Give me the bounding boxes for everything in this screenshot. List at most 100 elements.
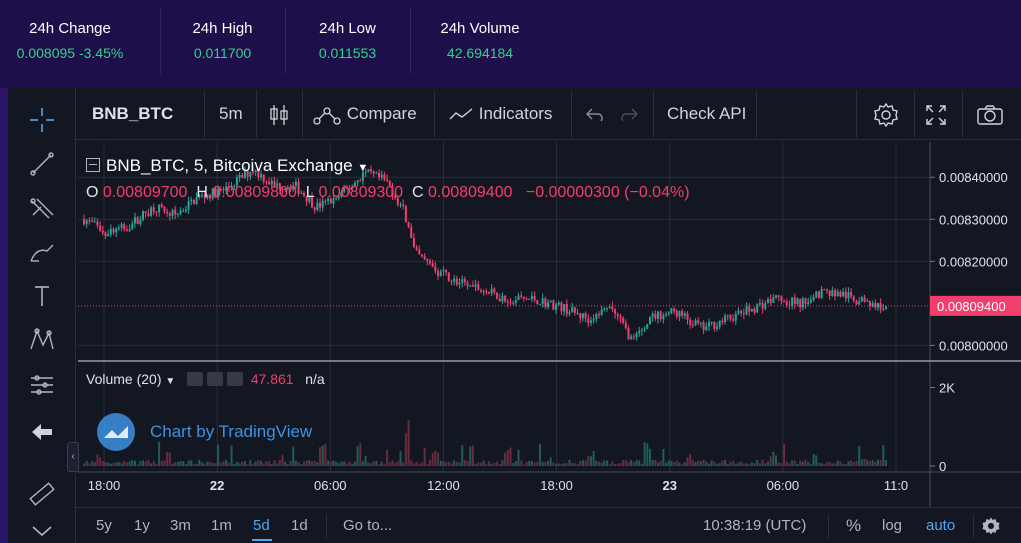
- ruler-tool[interactable]: [22, 476, 62, 512]
- candle-body: [412, 238, 415, 248]
- volume-bar: [249, 460, 252, 466]
- crosshair-tool[interactable]: [22, 102, 62, 138]
- text-tool[interactable]: [22, 278, 62, 314]
- candle-body: [718, 320, 721, 327]
- candle-body: [702, 322, 705, 331]
- indicators-label: Indicators: [478, 104, 553, 123]
- symbol-button[interactable]: BNB_BTC: [92, 104, 174, 123]
- goto-button[interactable]: Go to...: [343, 517, 393, 534]
- close-icon[interactable]: [226, 372, 243, 386]
- fib-tool[interactable]: [22, 190, 62, 226]
- eye-icon[interactable]: [187, 372, 204, 386]
- log-scale-button[interactable]: log: [882, 517, 903, 534]
- candle-body: [528, 298, 531, 300]
- chevron-down-icon[interactable]: ▼: [357, 162, 369, 174]
- candle-body: [96, 221, 99, 226]
- volume-bar: [737, 462, 740, 466]
- candle-body: [469, 285, 472, 287]
- range-1d[interactable]: 1d: [291, 517, 308, 534]
- volume-study-name[interactable]: Volume (20): [86, 371, 162, 387]
- fullscreen-button[interactable]: [924, 88, 948, 140]
- volume-bar: [85, 460, 88, 466]
- check-api-button[interactable]: Check API: [667, 104, 747, 123]
- pattern-tool[interactable]: [22, 322, 62, 358]
- candle-body: [174, 209, 177, 215]
- gear-icon[interactable]: [207, 372, 224, 386]
- chart-type-button[interactable]: [268, 88, 290, 140]
- volume-bar: [431, 452, 434, 466]
- candle-body: [99, 225, 102, 231]
- undo-button[interactable]: [584, 88, 606, 140]
- chart-settings-button[interactable]: [981, 508, 1001, 543]
- candle-body: [885, 306, 887, 309]
- chevron-down-icon[interactable]: ▼: [165, 376, 176, 387]
- candle-body: [844, 291, 847, 299]
- volume-bar: [251, 463, 254, 466]
- volume-bar: [699, 461, 702, 466]
- clock[interactable]: 10:38:19 (UTC): [703, 517, 807, 534]
- candle-body: [386, 179, 389, 181]
- tradingview-watermark[interactable]: Chart by TradingView: [96, 412, 356, 452]
- zoom-tool[interactable]: [22, 514, 62, 543]
- measure-tool[interactable]: [22, 366, 62, 402]
- percent-scale-button[interactable]: %: [846, 516, 862, 535]
- volume-bar: [488, 461, 491, 466]
- collapse-legend-icon[interactable]: [86, 158, 100, 172]
- candle-body: [724, 315, 727, 323]
- range-1m[interactable]: 1m: [211, 517, 232, 534]
- indicators-button[interactable]: Indicators: [448, 88, 552, 140]
- range-1y[interactable]: 1y: [134, 517, 150, 534]
- candle-body: [423, 256, 426, 260]
- volume-bar: [168, 452, 171, 466]
- candle-body: [445, 270, 448, 273]
- volume-bar: [418, 463, 421, 466]
- volume-bar: [783, 443, 786, 466]
- fibonacci-icon: [30, 198, 54, 219]
- settings-button[interactable]: [873, 88, 899, 140]
- auto-scale-button[interactable]: auto: [926, 517, 956, 534]
- candle-body: [235, 177, 238, 186]
- volume-bar: [675, 460, 678, 466]
- chart-canvas[interactable]: 0.00840000 0.00830000 0.00820000 0.00800000…: [78, 142, 1021, 507]
- candle-body: [158, 204, 161, 213]
- candle-body: [493, 288, 496, 293]
- candle-body: [152, 207, 155, 212]
- candle-body: [868, 300, 871, 307]
- volume-bar: [796, 463, 799, 466]
- candle-body: [206, 194, 209, 199]
- compare-button[interactable]: Compare: [312, 88, 417, 140]
- brush-tool[interactable]: [22, 234, 62, 270]
- candle-body: [201, 194, 204, 196]
- volume-bar: [662, 449, 665, 466]
- collapse-toolbar-handle[interactable]: ‹: [67, 442, 79, 472]
- time-tick-label: 11:0: [884, 478, 908, 493]
- volume-bar: [638, 460, 641, 466]
- candle-body: [407, 222, 410, 227]
- volume-bar: [788, 463, 791, 466]
- redo-button[interactable]: [618, 88, 640, 140]
- volume-bar: [549, 457, 552, 466]
- candle-body: [635, 333, 638, 338]
- candle-body: [246, 170, 249, 177]
- volume-bar: [815, 455, 818, 466]
- range-3m[interactable]: 3m: [170, 517, 191, 534]
- time-tick-label: 23: [662, 478, 676, 493]
- candle-body: [823, 289, 826, 291]
- remove-drawings-tool[interactable]: [22, 414, 62, 450]
- candle-body: [581, 313, 584, 319]
- range-5y[interactable]: 5y: [96, 517, 112, 534]
- volume-bar: [150, 463, 153, 466]
- range-5d[interactable]: 5d: [253, 517, 270, 534]
- trend-line-tool[interactable]: [22, 146, 62, 182]
- candle-body: [533, 296, 536, 301]
- candle-body: [375, 172, 378, 174]
- screenshot-button[interactable]: [976, 88, 1004, 140]
- candle-body: [364, 171, 367, 173]
- volume-bar: [198, 459, 201, 466]
- interval-button[interactable]: 5m: [219, 104, 243, 123]
- candle-body: [648, 317, 651, 325]
- volume-bar: [386, 449, 389, 466]
- volume-bar: [514, 461, 517, 466]
- volume-bar: [858, 446, 861, 466]
- price-chart[interactable]: 0.00840000 0.00830000 0.00820000 0.00800000…: [78, 142, 1021, 507]
